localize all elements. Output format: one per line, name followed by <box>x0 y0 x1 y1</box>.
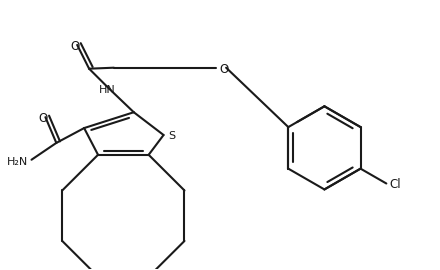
Text: O: O <box>39 112 48 125</box>
Text: O: O <box>70 40 80 53</box>
Text: H₂N: H₂N <box>7 157 29 167</box>
Text: HN: HN <box>99 85 115 94</box>
Text: S: S <box>169 131 176 141</box>
Text: Cl: Cl <box>389 178 401 191</box>
Text: O: O <box>219 63 228 76</box>
